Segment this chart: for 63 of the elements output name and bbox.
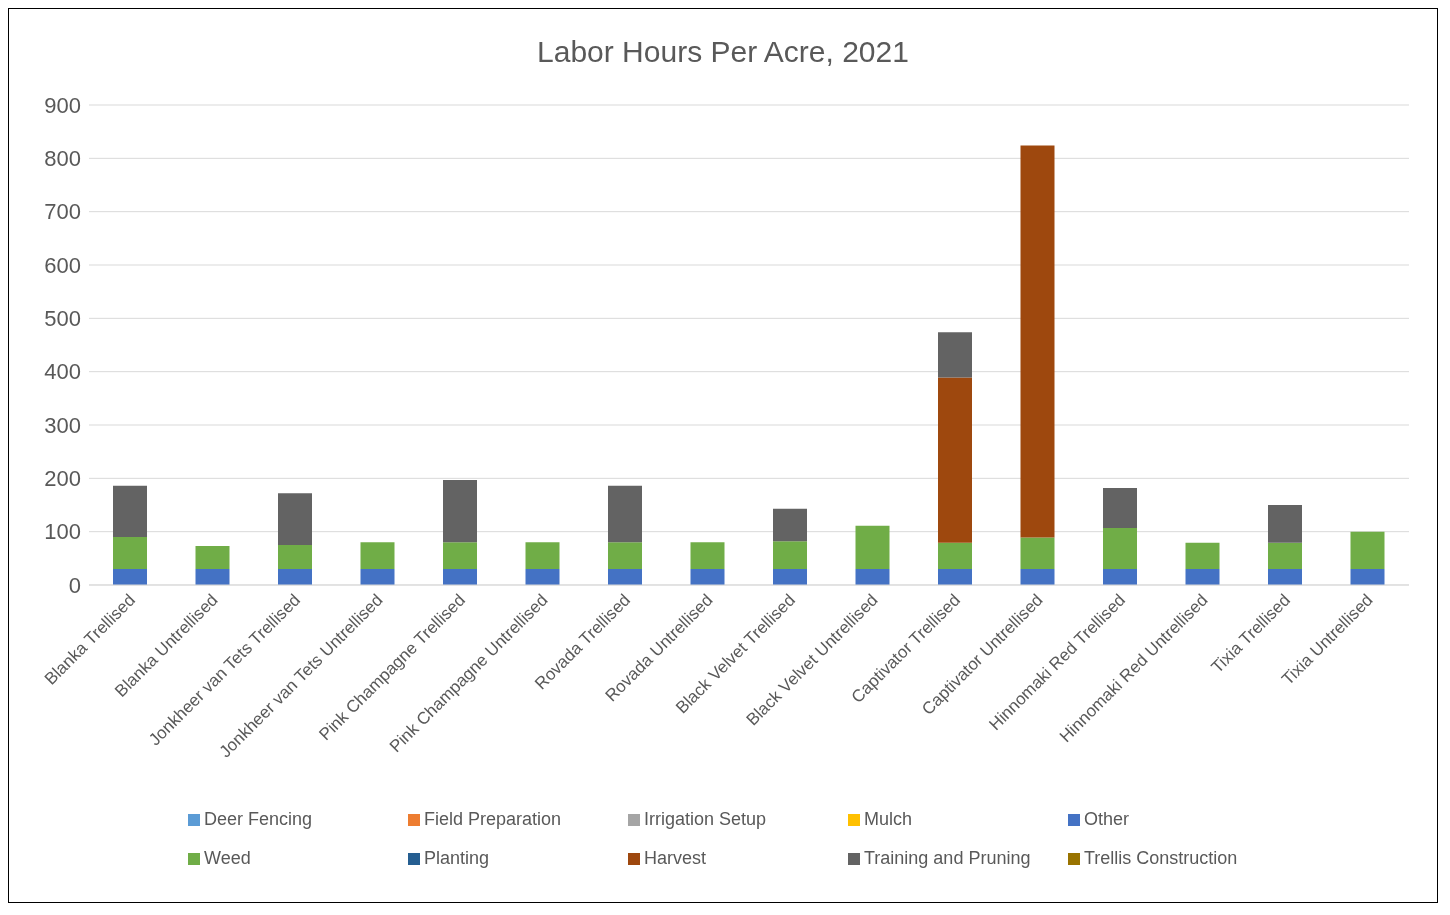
bar <box>360 542 395 569</box>
y-tick-label: 300 <box>44 412 81 438</box>
y-tick-label: 600 <box>44 252 81 278</box>
bar <box>525 542 560 569</box>
bar <box>1185 542 1220 569</box>
legend-label: Deer Fencing <box>204 809 313 830</box>
y-tick-label: 800 <box>44 146 81 172</box>
bar <box>278 493 312 545</box>
bar <box>938 542 972 569</box>
bar <box>690 542 725 569</box>
bar <box>938 332 972 378</box>
bar <box>1020 569 1055 585</box>
legend-label: Harvest <box>644 848 707 869</box>
legend-label: Training and Pruning <box>864 848 1031 869</box>
bar <box>1103 487 1137 528</box>
bar <box>443 479 477 543</box>
y-tick-label: 200 <box>44 466 81 492</box>
bar <box>608 542 642 569</box>
legend-label: Other <box>1084 809 1130 830</box>
y-tick-label: 100 <box>44 519 81 545</box>
bar <box>1020 537 1055 569</box>
bar <box>773 508 807 542</box>
bar <box>525 569 560 585</box>
bar <box>1268 542 1302 569</box>
legend-label: Irrigation Setup <box>644 809 767 830</box>
bar <box>938 569 972 585</box>
y-tick-label: 0 <box>68 572 81 598</box>
y-tick-label: 500 <box>44 306 81 332</box>
bar <box>443 569 477 585</box>
bar <box>938 377 972 543</box>
legend-label: Trellis Construction <box>1084 848 1238 869</box>
legend-label: Field Preparation <box>424 809 562 830</box>
bar <box>1350 569 1385 585</box>
legend-label: Weed <box>204 848 251 869</box>
bar <box>690 569 725 585</box>
bar <box>1020 145 1055 538</box>
bar <box>113 569 147 585</box>
legend-label: Mulch <box>864 809 913 830</box>
bar <box>1268 505 1302 543</box>
y-tick-label: 700 <box>44 199 81 225</box>
bar <box>1268 569 1302 585</box>
bar <box>360 569 395 585</box>
y-tick-label: 400 <box>44 359 81 385</box>
bar <box>1103 569 1137 585</box>
y-tick-label: 900 <box>44 92 81 118</box>
bar <box>195 546 230 569</box>
bar <box>1103 527 1137 569</box>
legend-label: Planting <box>424 848 490 869</box>
bar <box>855 569 890 585</box>
bar <box>608 569 642 585</box>
bar <box>443 542 477 569</box>
bar <box>113 485 147 537</box>
bar <box>773 541 807 569</box>
bar <box>1350 531 1385 569</box>
bar <box>113 537 147 569</box>
bar <box>195 569 230 585</box>
bar <box>773 569 807 585</box>
bar <box>1185 569 1220 585</box>
bar <box>278 569 312 585</box>
bar <box>278 545 312 569</box>
bar <box>608 485 642 543</box>
chart-title: Labor Hours Per Acre, 2021 <box>536 34 910 70</box>
bar <box>855 525 890 569</box>
